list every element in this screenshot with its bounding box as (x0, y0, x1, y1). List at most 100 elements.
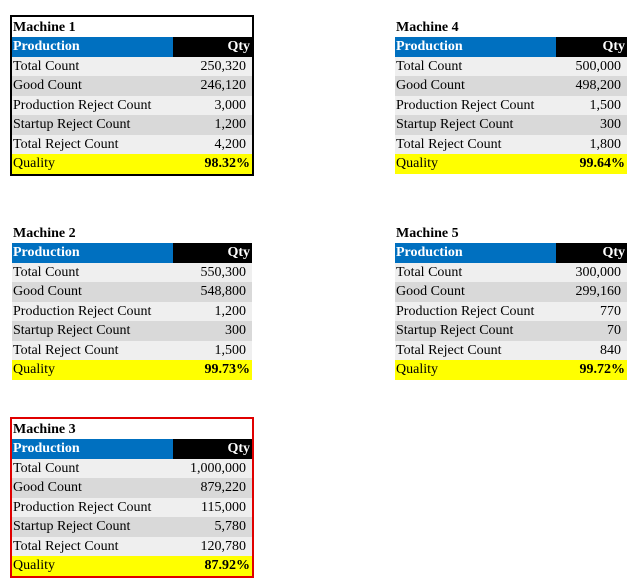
value-cell: 770 (600, 303, 621, 319)
label-cell: Quality (13, 156, 55, 171)
value-cell: 87.92% (204, 558, 251, 573)
value-cell: 250,320 (200, 58, 247, 74)
header-row: Production Qty (12, 37, 252, 57)
value-cell: Qty (173, 439, 252, 459)
data-row: Total Reject Count 120,780 (12, 536, 252, 556)
table-title: Machine 4 (396, 20, 459, 35)
data-row: Total Count 250,320 (12, 56, 252, 76)
label-cell: Startup Reject Count (13, 323, 131, 338)
label-cell: Startup Reject Count (13, 519, 131, 534)
value-cell: 3,000 (214, 97, 247, 113)
value-cell: Qty (556, 37, 627, 57)
data-row: Total Count 550,300 (12, 262, 252, 282)
data-row: Startup Reject Count 300 (12, 321, 252, 341)
value-cell: 1,500 (589, 97, 622, 113)
data-row: Production Reject Count 3,000 (12, 95, 252, 115)
machine-table: Machine 4 Production Qty Total Count 500,000… (393, 15, 629, 176)
data-row: Startup Reject Count 70 (395, 321, 627, 341)
value-cell: 99.64% (579, 156, 626, 171)
value-cell: 1,200 (214, 303, 247, 319)
label-cell: Production Reject Count (13, 499, 152, 515)
table-title: Machine 5 (396, 226, 459, 241)
table-title: Machine 3 (13, 422, 76, 437)
label-cell: Production Reject Count (13, 97, 152, 113)
value-cell: 246,120 (200, 78, 247, 93)
label-cell: Good Count (13, 284, 82, 299)
label-cell: Total Count (13, 58, 80, 74)
data-row: Total Reject Count 4,200 (12, 134, 252, 154)
value-cell: 500,000 (575, 58, 622, 74)
data-row: Production Reject Count 1,500 (395, 95, 627, 115)
label-cell: Good Count (13, 78, 82, 93)
value-cell: 299,160 (575, 284, 622, 299)
value-cell: 840 (600, 342, 621, 358)
label-cell: Quality (13, 558, 55, 573)
value-cell: 498,200 (575, 78, 622, 93)
label-cell: Production (12, 37, 173, 57)
label-cell: Startup Reject Count (13, 117, 131, 132)
quality-row: Quality 99.64% (395, 154, 627, 174)
data-row: Good Count 548,800 (12, 282, 252, 302)
data-row: Startup Reject Count 5,780 (12, 517, 252, 537)
value-cell: 1,500 (214, 342, 247, 358)
label-cell: Quality (396, 156, 438, 171)
label-cell: Startup Reject Count (396, 117, 514, 132)
data-row: Startup Reject Count 300 (395, 115, 627, 135)
label-cell: Total Count (13, 460, 80, 476)
table-title: Machine 1 (13, 20, 76, 35)
data-row: Production Reject Count 770 (395, 301, 627, 321)
label-cell: Good Count (13, 480, 82, 495)
data-row: Total Count 500,000 (395, 56, 627, 76)
value-cell: 98.32% (204, 156, 251, 171)
label-cell: Total Count (396, 58, 463, 74)
data-row: Good Count 498,200 (395, 76, 627, 96)
label-cell: Production (395, 37, 556, 57)
data-row: Good Count 299,160 (395, 282, 627, 302)
header-row: Production Qty (395, 37, 627, 57)
data-row: Total Reject Count 1,800 (395, 134, 627, 154)
value-cell: 5,780 (214, 519, 247, 534)
value-cell: 1,200 (214, 117, 247, 132)
value-cell: 300 (600, 117, 621, 132)
quality-row: Quality 99.72% (395, 360, 627, 380)
label-cell: Startup Reject Count (396, 323, 514, 338)
value-cell: 548,800 (200, 284, 247, 299)
value-cell: 1,800 (589, 136, 622, 152)
quality-row: Quality 99.73% (12, 360, 252, 380)
label-cell: Quality (396, 362, 438, 377)
value-cell: 1,000,000 (190, 460, 246, 476)
machine-table: Machine 2 Production Qty Total Count 550,300… (10, 221, 254, 382)
value-cell: 99.73% (204, 362, 251, 377)
label-cell: Production Reject Count (396, 303, 535, 319)
header-row: Production Qty (12, 243, 252, 263)
header-row: Production Qty (12, 439, 252, 459)
label-cell: Quality (13, 362, 55, 377)
table-title: Machine 2 (13, 226, 76, 241)
value-cell: 4,200 (214, 136, 247, 152)
data-row: Total Count 300,000 (395, 262, 627, 282)
data-row: Production Reject Count 115,000 (12, 497, 252, 517)
value-cell: Qty (556, 243, 627, 263)
value-cell: 300 (225, 323, 246, 338)
label-cell: Production (12, 243, 173, 263)
label-cell: Total Count (13, 264, 80, 280)
data-row: Startup Reject Count 1,200 (12, 115, 252, 135)
label-cell: Good Count (396, 78, 465, 93)
machine-table: Machine 1 Production Qty Total Count 250,320… (10, 15, 254, 176)
value-cell: 550,300 (200, 264, 247, 280)
value-cell: Qty (173, 243, 252, 263)
value-cell: 120,780 (200, 538, 247, 554)
value-cell: Qty (173, 37, 252, 57)
label-cell: Total Reject Count (13, 136, 119, 152)
label-cell: Total Reject Count (396, 136, 502, 152)
label-cell: Production (395, 243, 556, 263)
data-row: Total Count 1,000,000 (12, 458, 252, 478)
label-cell: Total Reject Count (396, 342, 502, 358)
label-cell: Total Reject Count (13, 342, 119, 358)
label-cell: Good Count (396, 284, 465, 299)
value-cell: 99.72% (579, 362, 626, 377)
label-cell: Production Reject Count (396, 97, 535, 113)
machine-table: Machine 3 Production Qty Total Count 1,000,0… (10, 417, 254, 578)
label-cell: Production Reject Count (13, 303, 152, 319)
